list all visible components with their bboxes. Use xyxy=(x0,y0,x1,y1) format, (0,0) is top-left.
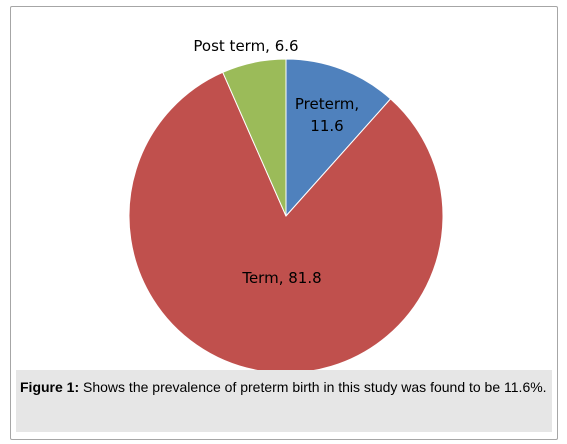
caption-text: Shows the prevalence of preterm birth in… xyxy=(79,379,547,395)
caption-prefix: Figure 1: xyxy=(20,379,80,395)
slice-label-post-term: Post term, 6.6 xyxy=(193,37,298,55)
slice-label-preterm: Preterm, 11.6 xyxy=(295,95,359,135)
slice-label-term: Term, 81.8 xyxy=(241,269,321,287)
figure-caption: Figure 1: Shows the prevalence of preter… xyxy=(20,378,550,396)
caption-background xyxy=(16,370,552,432)
pie-slice-post-term xyxy=(222,58,287,217)
pie-slice-preterm xyxy=(285,58,392,218)
